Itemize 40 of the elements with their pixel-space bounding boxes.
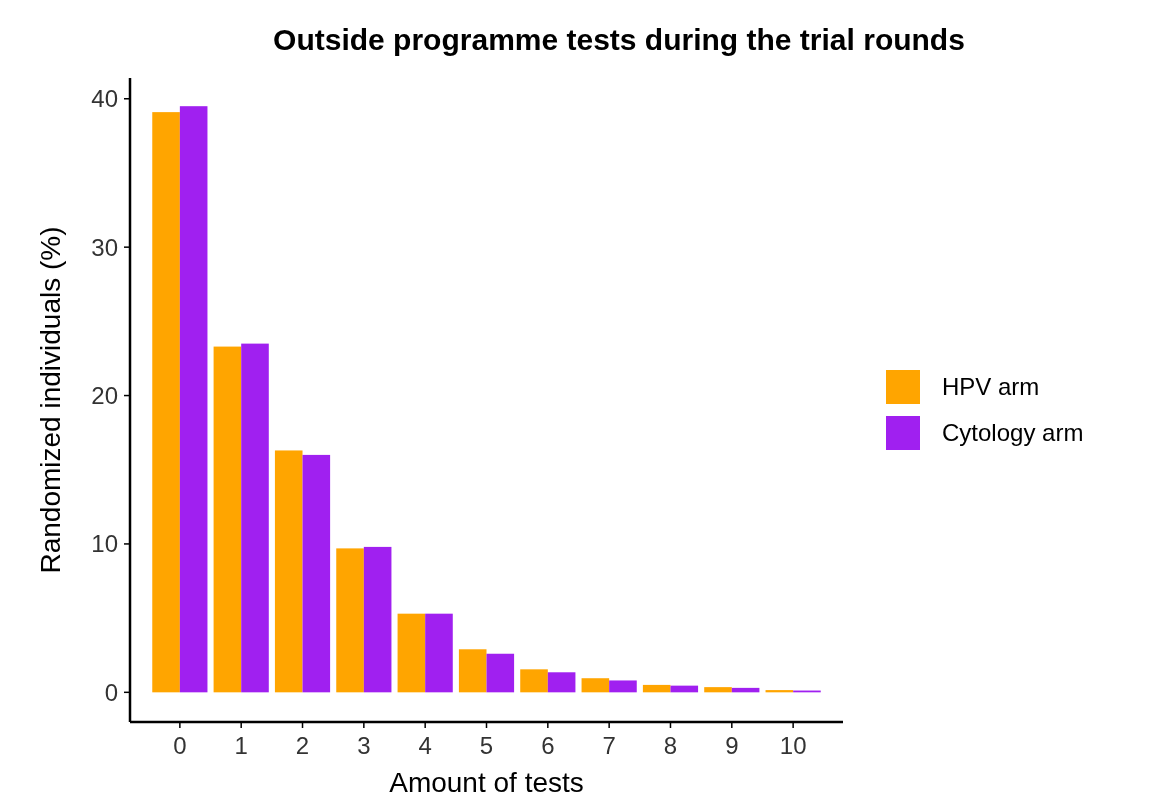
y-tick-label: 40 [91, 85, 118, 113]
bar [547, 672, 576, 693]
bar [670, 685, 699, 693]
x-tick-label: 1 [234, 732, 248, 759]
x-tick-label: 7 [602, 732, 616, 759]
legend-label: Cytology arm [942, 419, 1084, 447]
bar [704, 687, 732, 693]
bar [213, 346, 242, 693]
x-tick-label: 10 [779, 732, 807, 759]
x-tick-label: 3 [357, 732, 371, 759]
y-tick-label: 30 [91, 233, 118, 261]
x-axis-title: Amount of tests [389, 767, 584, 798]
bar [609, 680, 637, 693]
x-tick-label: 0 [173, 732, 187, 759]
x-tick-label: 6 [541, 732, 555, 759]
bar [274, 450, 303, 693]
y-tick-label: 10 [91, 530, 118, 558]
x-tick-label: 5 [479, 732, 494, 759]
bar [302, 454, 331, 693]
x-tick-label: 8 [663, 732, 678, 759]
bar [425, 613, 453, 693]
bar [581, 678, 610, 693]
y-axis-title: Randomized individuals (%) [35, 226, 66, 574]
bar [179, 106, 208, 693]
bar [152, 112, 180, 693]
x-tick-label: 4 [418, 732, 432, 759]
y-tick-label: 20 [91, 381, 118, 409]
bar [520, 669, 548, 693]
bar [363, 546, 392, 693]
x-tick-label: 2 [295, 732, 310, 759]
bar [241, 343, 269, 693]
bar [397, 613, 426, 693]
bar [486, 653, 515, 693]
legend-label: HPV arm [942, 373, 1040, 401]
y-tick-label: 0 [104, 678, 118, 706]
chart-title: Outside programme tests during the trial rounds [273, 23, 965, 56]
bar [642, 684, 671, 693]
bar [336, 548, 364, 693]
bar [458, 649, 487, 693]
x-tick-label: 9 [725, 732, 739, 759]
